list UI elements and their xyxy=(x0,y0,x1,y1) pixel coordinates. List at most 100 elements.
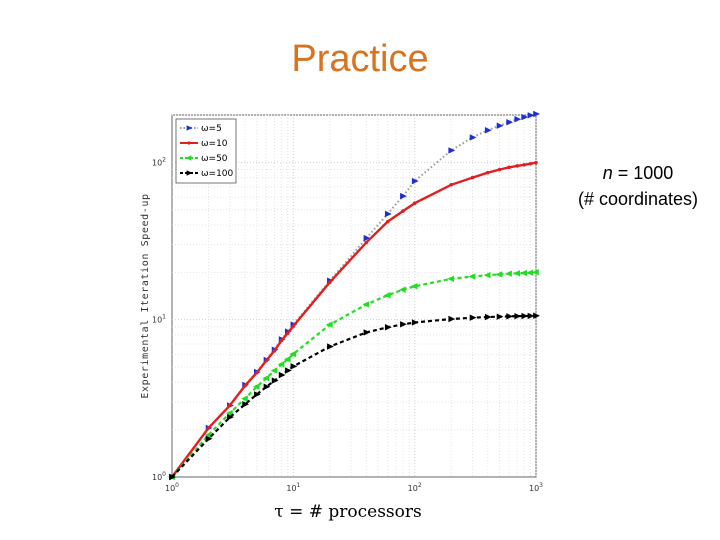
tick-base: 10 xyxy=(408,484,418,493)
note-line-2: (# coordinates) xyxy=(577,189,699,209)
data-point xyxy=(513,270,521,277)
tick-exponent: 1 xyxy=(162,314,166,321)
data-point xyxy=(291,324,296,328)
tick-exponent: 2 xyxy=(162,156,166,163)
data-point xyxy=(186,125,193,131)
note-variable: n xyxy=(602,163,613,183)
data-point xyxy=(327,343,334,350)
data-point xyxy=(262,374,270,382)
note-value: = 1000 xyxy=(612,163,674,183)
note-line-1: n = 1000 xyxy=(560,160,716,186)
data-point xyxy=(290,363,298,370)
data-point xyxy=(485,170,490,175)
data-point xyxy=(284,367,292,374)
data-point xyxy=(384,324,392,331)
side-note: n = 1000 (# coordinates) xyxy=(560,160,716,212)
data-point xyxy=(495,271,503,278)
data-point xyxy=(496,313,504,320)
data-point xyxy=(187,141,191,145)
data-point xyxy=(243,383,247,388)
data-point xyxy=(448,147,456,154)
data-point xyxy=(400,321,407,328)
data-point xyxy=(520,269,528,277)
x-tick-label: 100 xyxy=(165,482,179,493)
series-layer xyxy=(168,110,540,481)
data-point xyxy=(532,269,539,276)
data-point xyxy=(264,358,269,363)
data-point xyxy=(447,275,454,282)
tick-exponent: 3 xyxy=(539,482,543,489)
data-point xyxy=(289,350,297,358)
data-point xyxy=(285,331,290,336)
data-point xyxy=(410,283,418,290)
data-point xyxy=(400,192,407,200)
tick-exponent: 2 xyxy=(418,482,422,489)
data-point xyxy=(185,155,192,161)
data-point xyxy=(527,312,535,320)
data-point xyxy=(242,401,250,408)
data-point xyxy=(271,377,279,384)
data-point xyxy=(272,348,277,353)
legend: ω=5 ω=10 ω=50 ω=100 xyxy=(175,118,237,184)
data-point xyxy=(206,426,211,430)
data-point xyxy=(270,367,278,374)
data-point xyxy=(328,280,332,285)
data-point xyxy=(497,167,502,172)
series-group xyxy=(168,269,539,481)
data-point xyxy=(364,240,369,245)
tick-base: 10 xyxy=(152,158,162,167)
data-point xyxy=(533,312,540,319)
data-point xyxy=(514,313,522,320)
data-point xyxy=(255,370,259,375)
data-point xyxy=(363,329,371,336)
data-point xyxy=(528,161,533,166)
tick-base: 10 xyxy=(165,484,175,493)
x-axis-label: τ = # processors xyxy=(274,502,421,522)
data-point xyxy=(398,286,406,293)
data-point xyxy=(263,383,271,390)
tick-exponent: 0 xyxy=(162,471,166,478)
y-axis-label: Experimental Iteration Speed-up xyxy=(140,193,151,398)
data-point xyxy=(383,292,391,299)
data-point xyxy=(385,219,390,224)
data-point xyxy=(496,122,504,129)
x-tick-label: 103 xyxy=(529,482,543,493)
y-tick-label: 101 xyxy=(152,314,166,325)
data-point xyxy=(469,134,477,141)
y-tick-label: 102 xyxy=(152,156,166,167)
tick-base: 10 xyxy=(152,473,162,482)
data-point xyxy=(514,116,522,123)
data-point xyxy=(204,431,212,439)
data-point xyxy=(241,395,248,402)
data-point xyxy=(283,356,291,363)
tick-exponent: 0 xyxy=(175,482,179,489)
data-point xyxy=(325,321,333,328)
data-point xyxy=(363,234,371,242)
legend-label: ω=100 xyxy=(201,169,234,179)
data-point xyxy=(228,403,232,408)
data-point xyxy=(534,160,538,165)
data-point xyxy=(169,473,176,481)
data-point xyxy=(506,313,514,320)
data-point xyxy=(507,165,511,170)
data-point xyxy=(384,210,392,218)
data-point xyxy=(505,270,512,277)
data-point xyxy=(362,301,370,308)
y-tick-label: 100 xyxy=(152,471,166,482)
legend-label: ω=10 xyxy=(201,139,228,149)
series-line xyxy=(171,271,537,478)
data-point xyxy=(205,435,213,442)
data-point xyxy=(484,127,492,134)
data-point xyxy=(401,209,405,213)
series-group xyxy=(169,312,540,481)
data-point xyxy=(506,118,514,126)
tick-base: 10 xyxy=(152,316,162,325)
tick-base: 10 xyxy=(529,484,539,493)
tick-exponent: 1 xyxy=(297,482,301,489)
legend-label: ω=5 xyxy=(201,124,222,134)
x-tick-label: 101 xyxy=(286,482,300,493)
series-group xyxy=(170,160,538,479)
data-point xyxy=(411,319,419,326)
data-point xyxy=(522,162,527,167)
